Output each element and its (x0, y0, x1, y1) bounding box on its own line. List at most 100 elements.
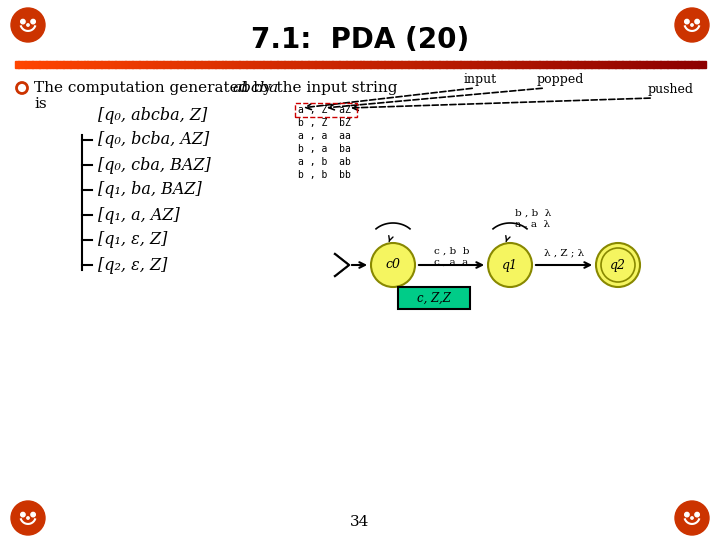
Bar (346, 61, 350, 68)
Bar (481, 61, 485, 68)
Bar (153, 61, 157, 68)
Bar (129, 61, 132, 68)
Bar (102, 61, 105, 68)
Bar (660, 61, 664, 68)
Bar (526, 61, 529, 68)
Bar (364, 61, 367, 68)
Text: b , a  ba: b , a ba (298, 144, 351, 154)
Bar (518, 61, 523, 68)
Bar (467, 61, 471, 68)
Bar (146, 61, 150, 68)
Bar (104, 61, 109, 68)
Bar (487, 61, 492, 68)
Bar (367, 61, 371, 68)
Bar (636, 61, 640, 68)
Bar (584, 61, 588, 68)
Bar (643, 61, 647, 68)
Bar (42, 61, 47, 68)
Text: c0: c0 (385, 259, 400, 272)
Bar (516, 61, 519, 68)
Bar (533, 61, 536, 68)
Bar (98, 61, 102, 68)
Bar (529, 61, 533, 68)
Circle shape (488, 243, 532, 287)
Bar (433, 61, 436, 68)
Bar (322, 61, 326, 68)
Bar (291, 61, 295, 68)
Bar (94, 61, 99, 68)
Bar (163, 61, 167, 68)
Circle shape (17, 83, 27, 93)
Text: The computation generated by the input string: The computation generated by the input s… (34, 81, 402, 95)
Bar (460, 61, 464, 68)
Bar (143, 61, 147, 68)
Text: 34: 34 (351, 515, 369, 529)
Circle shape (596, 243, 640, 287)
Bar (436, 61, 440, 68)
Bar (446, 61, 450, 68)
Bar (633, 61, 636, 68)
Bar (426, 61, 430, 68)
Bar (598, 61, 602, 68)
Bar (222, 61, 226, 68)
Bar (212, 61, 215, 68)
Bar (170, 61, 174, 68)
Text: q2: q2 (610, 259, 626, 272)
Circle shape (695, 19, 699, 24)
Bar (477, 61, 481, 68)
Bar (622, 61, 626, 68)
Bar (474, 61, 478, 68)
Bar (315, 61, 319, 68)
Bar (539, 61, 544, 68)
Bar (412, 61, 415, 68)
Bar (243, 61, 247, 68)
Bar (701, 61, 706, 68)
Bar (229, 61, 233, 68)
Bar (605, 61, 609, 68)
Bar (46, 61, 50, 68)
Circle shape (21, 512, 25, 517)
Bar (56, 61, 60, 68)
Bar (360, 61, 364, 68)
Bar (491, 61, 495, 68)
Circle shape (695, 512, 699, 517)
Bar (50, 61, 53, 68)
Bar (639, 61, 644, 68)
Bar (281, 61, 284, 68)
Circle shape (21, 19, 25, 24)
Bar (629, 61, 633, 68)
Bar (567, 61, 571, 68)
Text: a , Z  aZ: a , Z aZ (298, 105, 351, 115)
Bar (422, 61, 426, 68)
Bar (77, 61, 81, 68)
Bar (395, 61, 398, 68)
Bar (577, 61, 581, 68)
Circle shape (371, 243, 415, 287)
Bar (19, 61, 22, 68)
Bar (384, 61, 388, 68)
Text: c , a  a: c , a a (434, 258, 469, 267)
Bar (608, 61, 612, 68)
Bar (616, 61, 619, 68)
Text: [q₁, ε, Z]: [q₁, ε, Z] (98, 232, 167, 248)
Bar (498, 61, 502, 68)
Bar (160, 61, 164, 68)
Bar (512, 61, 516, 68)
Bar (91, 61, 95, 68)
Circle shape (31, 512, 35, 517)
Bar (595, 61, 598, 68)
Text: c , b  b: c , b b (433, 246, 469, 255)
Bar (664, 61, 667, 68)
Bar (298, 61, 302, 68)
Bar (356, 61, 361, 68)
Bar (657, 61, 661, 68)
Bar (456, 61, 461, 68)
Bar (22, 61, 26, 68)
Bar (564, 61, 567, 68)
Bar (443, 61, 446, 68)
Bar (370, 61, 374, 68)
Bar (115, 61, 119, 68)
Text: popped: popped (536, 73, 584, 86)
Bar (688, 61, 692, 68)
Text: q1: q1 (502, 259, 518, 272)
